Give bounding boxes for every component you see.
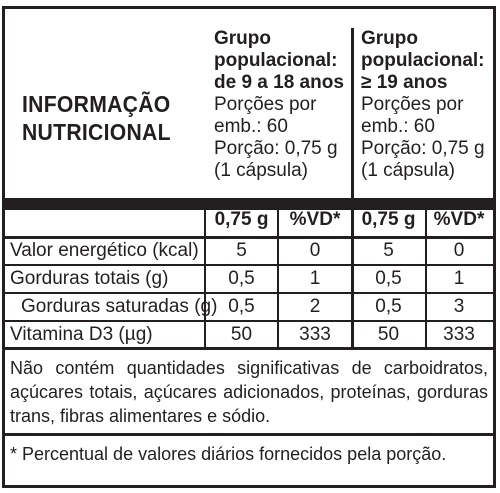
portions-line-2: emb.: 60 <box>361 116 435 137</box>
nutrition-facts-panel <box>2 6 496 488</box>
col-header-amount-1: 0,75 g <box>214 209 269 230</box>
rule-row-2 <box>5 292 493 294</box>
col-header-vd-1: %VD* <box>289 209 341 230</box>
row-total-fat-vd-2: 1 <box>453 268 465 289</box>
portions-line-2: emb.: 60 <box>214 116 288 137</box>
row-energy-vd-2: 0 <box>453 240 465 261</box>
footnote: * Percentual de valores diários fornecid… <box>10 444 447 464</box>
row-total-fat-vd-1: 1 <box>309 268 321 289</box>
row-label-energy: Valor energético (kcal) <box>10 240 199 261</box>
row-energy-amount-2: 5 <box>383 240 394 261</box>
row-vitamin-d3-vd-1: 333 <box>299 324 331 345</box>
col-divider-2 <box>277 210 279 348</box>
row-saturated-fat-vd-2: 3 <box>453 296 465 317</box>
group-name-line-1: Grupo <box>361 28 418 49</box>
group-name-line-2: populacional: <box>361 50 485 71</box>
group-name-line-3: de 9 a 18 anos <box>214 72 344 93</box>
portions-line-1: Porções por <box>361 94 464 115</box>
row-saturated-fat-amount-1: 0,5 <box>228 296 255 317</box>
row-total-fat-amount-1: 0,5 <box>228 268 255 289</box>
row-label-saturated-fat: Gorduras saturadas (g) <box>21 296 218 317</box>
group-name-line-3: ≥ 19 anos <box>361 72 448 93</box>
row-energy-amount-1: 5 <box>236 240 247 261</box>
row-vitamin-d3-vd-2: 333 <box>443 324 475 345</box>
group-header-9-18: Grupo populacional: de 9 a 18 anos Porçõ… <box>214 28 344 182</box>
row-vitamin-d3-amount-1: 50 <box>230 324 253 345</box>
serving-line-2: (1 cápsula) <box>361 160 455 181</box>
portions-line-1: Porções por <box>214 94 317 115</box>
rule-row-3 <box>5 320 493 322</box>
serving-line-1: Porção: 0,75 g <box>214 138 338 159</box>
group-name-line-2: populacional: <box>214 50 338 71</box>
insignificant-amounts-note: Não contém quantidades significativas de… <box>10 358 488 426</box>
col-divider-1 <box>204 210 206 348</box>
thick-separator <box>5 198 493 210</box>
title-line-2: NUTRICIONAL <box>22 119 171 145</box>
row-total-fat-amount-2: 0,5 <box>375 268 402 289</box>
col-divider-3 <box>425 210 427 348</box>
title-line-1: INFORMAÇÃO <box>22 91 171 117</box>
col-header-vd-2: %VD* <box>433 209 485 230</box>
col-header-amount-2: 0,75 g <box>361 209 416 230</box>
row-saturated-fat-amount-2: 0,5 <box>375 296 402 317</box>
row-label-total-fat: Gorduras totais (g) <box>10 268 169 289</box>
row-energy-vd-1: 0 <box>309 240 321 261</box>
serving-line-1: Porção: 0,75 g <box>361 138 485 159</box>
group-name-line-1: Grupo <box>214 28 271 49</box>
rule-note <box>5 433 493 436</box>
group-divider <box>351 28 354 348</box>
rule-row-4 <box>5 347 493 350</box>
serving-line-2: (1 cápsula) <box>214 160 308 181</box>
row-saturated-fat-vd-1: 2 <box>309 296 321 317</box>
group-header-19-plus: Grupo populacional: ≥ 19 anos Porções po… <box>361 28 485 182</box>
panel-title: INFORMAÇÃO NUTRICIONAL <box>22 90 171 146</box>
row-label-vitamin-d3: Vitamina D3 (µg) <box>10 324 153 345</box>
rule-row-1 <box>5 264 493 266</box>
row-vitamin-d3-amount-2: 50 <box>377 324 400 345</box>
rule-header <box>5 236 493 239</box>
